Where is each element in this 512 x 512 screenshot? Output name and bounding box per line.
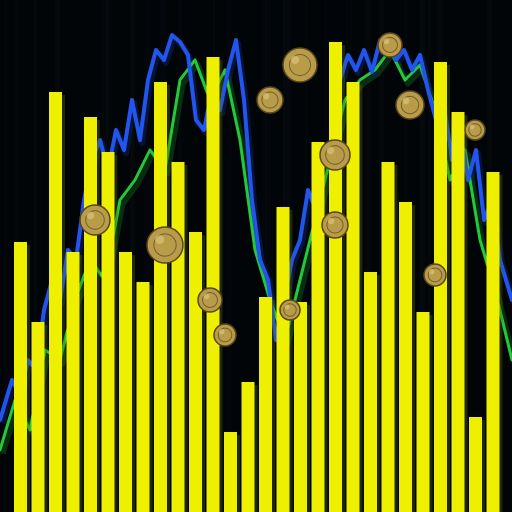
bar	[329, 42, 342, 512]
bar	[347, 82, 360, 512]
coin-marker	[396, 91, 424, 119]
bar	[382, 162, 395, 512]
bar	[294, 302, 307, 512]
bar	[154, 82, 167, 512]
bar	[172, 162, 185, 512]
coin-marker	[257, 87, 283, 113]
bar	[452, 112, 465, 512]
bar	[49, 92, 62, 512]
bar	[259, 297, 272, 512]
coin-marker	[320, 140, 350, 170]
bar	[434, 62, 447, 512]
coin-marker	[147, 227, 183, 263]
bar	[417, 312, 430, 512]
bar	[14, 242, 27, 512]
coin-marker	[465, 120, 485, 140]
bar	[364, 272, 377, 512]
coin-marker	[378, 33, 402, 57]
bar	[224, 432, 237, 512]
coin-marker	[280, 300, 300, 320]
coin-marker	[322, 212, 348, 238]
bar	[242, 382, 255, 512]
bar	[67, 252, 80, 512]
coin-marker	[80, 205, 110, 235]
bar	[32, 322, 45, 512]
coin-marker	[283, 48, 317, 82]
financial-chart	[0, 0, 512, 512]
bar	[399, 202, 412, 512]
coin-marker	[424, 264, 446, 286]
bar	[189, 232, 202, 512]
coin-marker	[214, 324, 236, 346]
bar	[312, 142, 325, 512]
bar	[84, 117, 97, 512]
chart-canvas	[0, 0, 512, 512]
bar	[102, 152, 115, 512]
bar	[277, 207, 290, 512]
bar	[469, 417, 482, 512]
bar	[137, 282, 150, 512]
bar	[487, 172, 500, 512]
bar	[119, 252, 132, 512]
bar	[207, 57, 220, 512]
coin-marker	[198, 288, 222, 312]
